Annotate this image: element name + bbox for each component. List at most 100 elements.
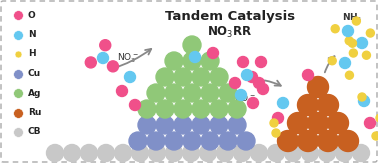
Circle shape bbox=[115, 145, 132, 162]
Text: NO$_3$RR: NO$_3$RR bbox=[207, 25, 253, 40]
Circle shape bbox=[201, 84, 219, 102]
Text: N: N bbox=[28, 30, 36, 39]
Circle shape bbox=[273, 112, 284, 124]
Text: Tandem Catalysis: Tandem Catalysis bbox=[165, 10, 295, 23]
Circle shape bbox=[156, 68, 174, 86]
Circle shape bbox=[246, 72, 257, 82]
Circle shape bbox=[116, 86, 127, 96]
Circle shape bbox=[345, 71, 353, 79]
Circle shape bbox=[364, 118, 375, 128]
Circle shape bbox=[336, 145, 353, 162]
Circle shape bbox=[228, 116, 246, 134]
Circle shape bbox=[228, 100, 246, 118]
Circle shape bbox=[64, 145, 81, 162]
Circle shape bbox=[130, 99, 141, 111]
Text: H: H bbox=[28, 50, 36, 59]
Circle shape bbox=[219, 84, 237, 102]
Circle shape bbox=[257, 83, 268, 95]
Circle shape bbox=[183, 145, 200, 162]
Circle shape bbox=[237, 57, 248, 67]
Circle shape bbox=[349, 39, 356, 47]
Circle shape bbox=[268, 145, 285, 162]
Circle shape bbox=[358, 93, 366, 101]
Text: NO$_2^-$: NO$_2^-$ bbox=[234, 93, 256, 106]
Circle shape bbox=[107, 61, 118, 72]
Circle shape bbox=[192, 100, 210, 118]
Circle shape bbox=[297, 95, 319, 116]
Circle shape bbox=[376, 114, 378, 122]
Circle shape bbox=[356, 37, 367, 49]
Circle shape bbox=[339, 58, 350, 68]
Circle shape bbox=[358, 96, 370, 106]
Circle shape bbox=[345, 37, 353, 45]
Circle shape bbox=[237, 132, 255, 150]
Circle shape bbox=[219, 132, 237, 150]
Circle shape bbox=[174, 68, 192, 86]
Text: Cu: Cu bbox=[28, 69, 41, 78]
Circle shape bbox=[256, 57, 266, 67]
Text: NO$_3^-$: NO$_3^-$ bbox=[117, 51, 139, 65]
Circle shape bbox=[174, 116, 192, 134]
Circle shape bbox=[318, 131, 339, 151]
Circle shape bbox=[235, 89, 246, 101]
Circle shape bbox=[254, 77, 265, 89]
Circle shape bbox=[331, 25, 339, 33]
Circle shape bbox=[234, 145, 251, 162]
Circle shape bbox=[174, 100, 192, 118]
Circle shape bbox=[210, 116, 228, 134]
Circle shape bbox=[366, 29, 374, 37]
Circle shape bbox=[248, 97, 259, 109]
Circle shape bbox=[352, 17, 360, 25]
Circle shape bbox=[156, 100, 174, 118]
Circle shape bbox=[318, 95, 339, 116]
Circle shape bbox=[138, 100, 156, 118]
Circle shape bbox=[302, 145, 319, 162]
Circle shape bbox=[277, 97, 288, 109]
Text: Ru: Ru bbox=[28, 108, 41, 117]
Text: CB: CB bbox=[28, 127, 42, 136]
Circle shape bbox=[302, 69, 313, 81]
Circle shape bbox=[251, 145, 268, 162]
Circle shape bbox=[307, 76, 328, 97]
Circle shape bbox=[342, 25, 353, 37]
Text: Ag: Ag bbox=[28, 89, 41, 97]
Circle shape bbox=[288, 112, 308, 133]
Circle shape bbox=[132, 145, 149, 162]
Circle shape bbox=[166, 145, 183, 162]
Circle shape bbox=[192, 116, 210, 134]
Circle shape bbox=[165, 132, 183, 150]
Circle shape bbox=[149, 145, 166, 162]
Circle shape bbox=[183, 84, 201, 102]
Circle shape bbox=[297, 131, 319, 151]
Circle shape bbox=[285, 145, 302, 162]
Circle shape bbox=[210, 100, 228, 118]
Circle shape bbox=[192, 68, 210, 86]
Circle shape bbox=[363, 51, 370, 59]
Circle shape bbox=[98, 52, 108, 64]
Circle shape bbox=[327, 112, 349, 133]
Circle shape bbox=[165, 84, 183, 102]
Circle shape bbox=[200, 145, 217, 162]
Circle shape bbox=[208, 47, 218, 59]
Circle shape bbox=[242, 69, 253, 81]
Circle shape bbox=[98, 145, 115, 162]
Circle shape bbox=[328, 57, 336, 65]
Circle shape bbox=[270, 119, 278, 127]
Circle shape bbox=[229, 77, 240, 89]
Circle shape bbox=[201, 52, 219, 70]
Circle shape bbox=[210, 68, 228, 86]
Circle shape bbox=[138, 116, 156, 134]
Circle shape bbox=[85, 57, 96, 68]
Text: NH$_3$: NH$_3$ bbox=[342, 11, 362, 23]
Circle shape bbox=[81, 145, 98, 162]
Circle shape bbox=[307, 112, 328, 133]
Circle shape bbox=[349, 49, 357, 57]
Circle shape bbox=[100, 40, 111, 51]
Circle shape bbox=[189, 52, 200, 62]
Circle shape bbox=[272, 129, 280, 137]
Circle shape bbox=[147, 132, 165, 150]
Circle shape bbox=[129, 132, 147, 150]
Circle shape bbox=[353, 145, 370, 162]
Circle shape bbox=[201, 132, 219, 150]
Circle shape bbox=[319, 145, 336, 162]
